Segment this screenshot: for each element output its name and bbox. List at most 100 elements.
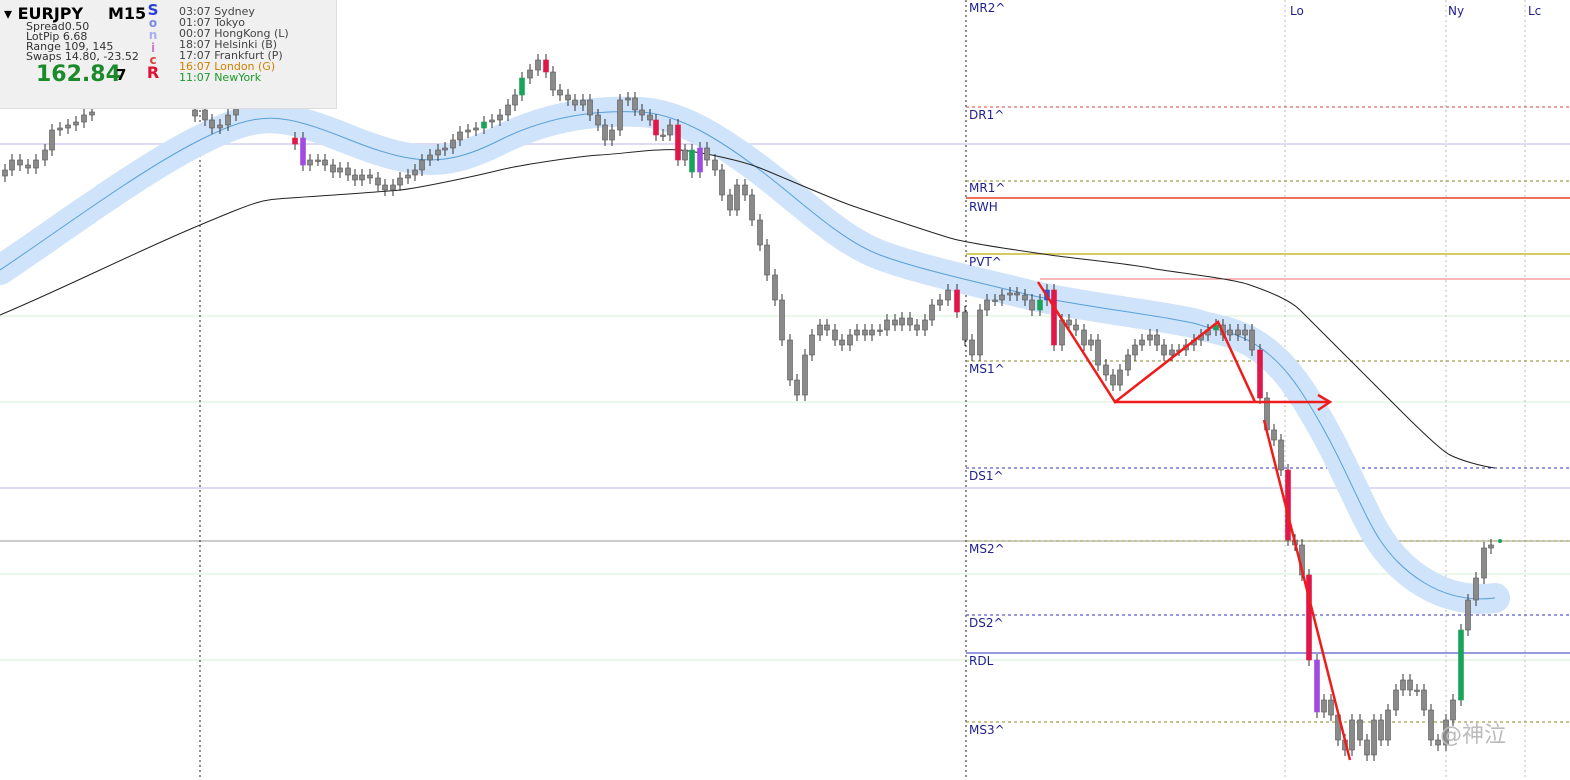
candle-body xyxy=(1154,334,1160,346)
stats: Spread0.50 LotPip 6.68 Range 109, 145 Swaps… xyxy=(26,20,139,63)
candle-body xyxy=(209,119,215,129)
candle-body xyxy=(914,324,920,331)
candle-body xyxy=(1473,577,1479,601)
session: 11:07 NewYork xyxy=(179,71,262,84)
stat: LotPip 6.68 xyxy=(26,30,88,43)
candle-body xyxy=(390,184,396,191)
stat: Swaps 14.80, -23.52 xyxy=(26,50,139,63)
stat: Range 109, 145 xyxy=(26,40,114,53)
candle-body xyxy=(315,159,321,162)
candle-body xyxy=(442,147,448,151)
candle-body xyxy=(1481,547,1487,579)
candle-body xyxy=(572,99,578,106)
level-label: MR2^ xyxy=(969,1,1005,15)
candle-body xyxy=(42,149,48,161)
candle-body xyxy=(907,317,913,326)
candle-body xyxy=(73,121,79,126)
candle-body xyxy=(1435,739,1441,746)
candle-body xyxy=(497,114,503,121)
candle-body xyxy=(929,304,935,321)
candle-body xyxy=(884,319,890,331)
candle-body xyxy=(450,139,456,149)
candle-body xyxy=(1161,344,1167,356)
candle-body xyxy=(412,169,418,176)
candle-body xyxy=(992,299,998,302)
symbol-text: EURJPY xyxy=(17,4,84,23)
symbol: ▾ EURJPY xyxy=(4,4,84,23)
candle-body xyxy=(473,127,479,131)
candle-body xyxy=(954,289,960,313)
brand-letter: c xyxy=(149,53,157,67)
candle-body xyxy=(57,127,63,131)
candle-body xyxy=(292,137,298,145)
ma-fast xyxy=(0,111,1496,600)
candle-body xyxy=(2,169,8,177)
timeframe: M15 xyxy=(108,4,147,23)
candle-body xyxy=(217,124,223,129)
candle-body xyxy=(1306,574,1312,661)
candle-body xyxy=(565,94,571,101)
candle-body xyxy=(1458,629,1464,701)
candle-body xyxy=(1007,292,1013,296)
candle-body xyxy=(969,339,975,356)
session: 18:07 Helsinki (B) xyxy=(179,38,278,51)
sessions: 03:07 Sydney 01:07 Tokyo 00:07 HongKong (L… xyxy=(179,6,289,83)
candle-body xyxy=(653,119,659,136)
candle-body xyxy=(1364,739,1370,756)
candle-body xyxy=(824,324,830,331)
candle-body xyxy=(405,174,411,179)
candle-body xyxy=(1147,334,1153,341)
candle-body xyxy=(922,319,928,331)
candle-body xyxy=(962,311,968,341)
candle-body xyxy=(999,294,1005,301)
candle-body xyxy=(1321,699,1327,713)
session: 00:07 HongKong (L) xyxy=(179,27,289,40)
candle-body xyxy=(49,129,55,151)
candle-body xyxy=(1271,429,1277,441)
candle-body xyxy=(719,169,725,196)
candle-body xyxy=(1393,689,1399,711)
candle-body xyxy=(1169,349,1175,356)
candle-body xyxy=(1428,709,1434,741)
candle-body xyxy=(660,134,666,137)
candle-body xyxy=(757,219,763,246)
candle-body xyxy=(1022,294,1028,301)
candle-body xyxy=(854,329,860,336)
candle-body xyxy=(489,119,495,123)
level-label: MS3^ xyxy=(969,723,1005,737)
candle-body xyxy=(639,109,645,116)
watermark: @神泣 xyxy=(1440,723,1506,748)
candle-body xyxy=(632,97,638,111)
candle-body xyxy=(1400,679,1406,691)
candles xyxy=(2,54,1502,761)
candle-body xyxy=(1249,329,1255,351)
candle-body xyxy=(397,177,403,186)
candle-body xyxy=(892,319,898,326)
candle-body xyxy=(25,164,31,169)
price: 162.84 xyxy=(36,62,121,87)
candle-body xyxy=(435,149,441,156)
brand-letter: S xyxy=(147,1,159,19)
candle-body xyxy=(704,147,710,161)
candle-body xyxy=(877,329,883,332)
candle-body xyxy=(609,129,615,141)
stat: Spread0.50 xyxy=(26,20,90,33)
candle-body xyxy=(1328,699,1334,716)
candle-body xyxy=(557,89,563,96)
level-label: DR1^ xyxy=(969,108,1004,122)
candle-body xyxy=(937,299,943,306)
session: 16:07 London (G) xyxy=(179,60,276,73)
candle-body xyxy=(550,71,556,91)
session: 17:07 Frankfurt (P) xyxy=(179,49,283,62)
candle-body xyxy=(675,124,681,161)
candle-body xyxy=(322,159,328,166)
candle-body xyxy=(481,121,487,129)
candle-body xyxy=(1066,319,1072,326)
price-dot xyxy=(1498,539,1502,543)
candle-body xyxy=(1378,719,1384,741)
candle-body xyxy=(192,109,198,117)
candle-body xyxy=(419,159,425,171)
